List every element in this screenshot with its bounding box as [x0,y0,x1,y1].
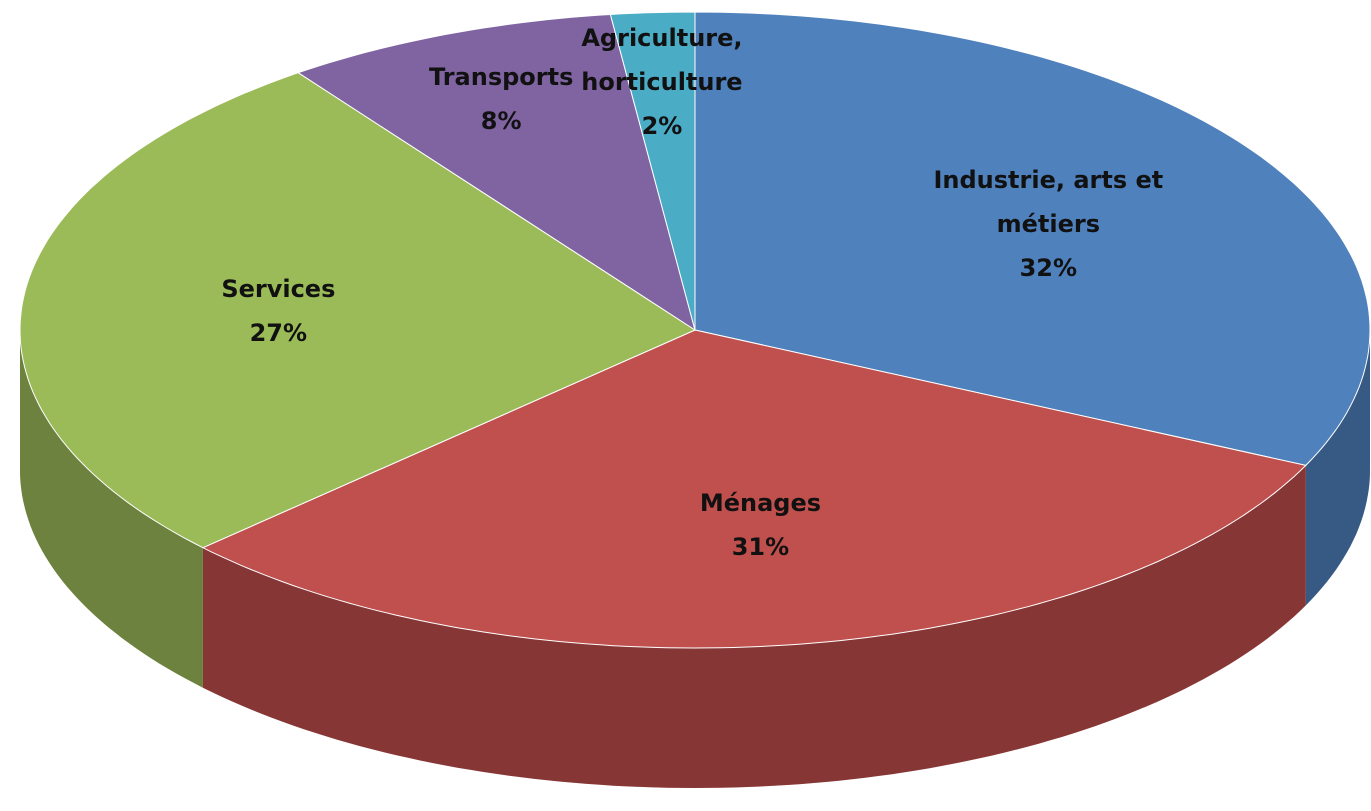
value-label: 32% [1019,254,1078,283]
value-label: 2% [641,112,683,141]
slice-side [1305,330,1370,606]
value-label: 27% [249,319,308,348]
category-label: Ménages [699,488,822,517]
data-label: Transports 8% [429,55,573,143]
data-label: Industrie, arts et métiers 32% [918,158,1178,290]
slice [19,72,697,549]
category-label: Industrie, arts et métiers [933,166,1164,239]
data-label: Ménages 31% [700,481,821,569]
value-label: 31% [731,532,790,561]
category-label: Services [221,275,336,304]
category-label: Transports [428,63,574,92]
value-label: 8% [480,107,522,136]
data-label: Agriculture, horticulture 2% [532,16,792,148]
slice [201,329,1307,649]
slice-side [20,330,203,688]
slice-side-shade [1305,330,1370,606]
slice-side-shade [20,330,203,688]
slice [297,13,696,332]
slice-side [202,465,1306,788]
data-label: Services 27% [221,267,335,355]
slice [694,11,1371,466]
slice-side-shade [202,465,1306,788]
category-label: Agriculture, horticulture [581,24,743,97]
slice [609,11,696,331]
